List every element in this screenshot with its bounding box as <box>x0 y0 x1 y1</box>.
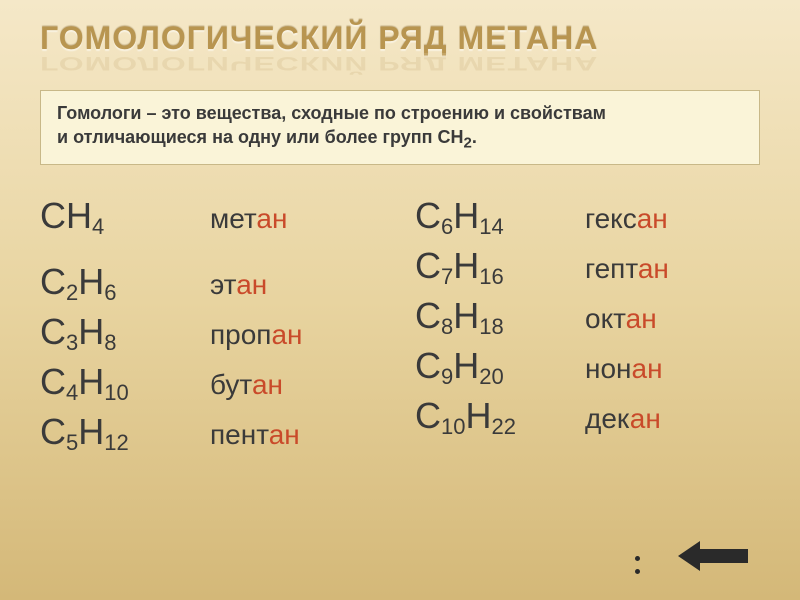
compound-name: декан <box>585 403 661 435</box>
formula: С4Н10 <box>40 361 210 403</box>
compound-name: метан <box>210 203 287 235</box>
formula: С6Н14 <box>415 195 585 237</box>
formula: С9Н20 <box>415 345 585 387</box>
formula: С8Н18 <box>415 295 585 337</box>
name-root: эт <box>210 269 236 300</box>
name-suffix: ан <box>626 303 657 334</box>
compound-name: гексан <box>585 203 668 235</box>
right-column: С6Н14гексанС7Н16гептанС8Н18октанС9Н20нон… <box>415 195 760 461</box>
compound-row: С2Н6этан <box>40 261 385 303</box>
compound-name: пентан <box>210 419 300 451</box>
name-suffix: ан <box>236 269 267 300</box>
compound-row: С4Н10бутан <box>40 361 385 403</box>
name-suffix: ан <box>269 419 300 450</box>
name-root: нон <box>585 353 632 384</box>
name-root: окт <box>585 303 626 334</box>
compound-name: нонан <box>585 353 663 385</box>
definition-line2-prefix: и отличающиеся на одну или более групп С… <box>57 127 463 147</box>
name-suffix: ан <box>638 253 669 284</box>
compound-name: гептан <box>585 253 669 285</box>
compound-row: С5Н12пентан <box>40 411 385 453</box>
name-suffix: ан <box>271 319 302 350</box>
name-suffix: ан <box>256 203 287 234</box>
formula: СН4 <box>40 195 210 237</box>
compound-row: С8Н18октан <box>415 295 760 337</box>
dot <box>635 569 640 574</box>
compound-columns: СН4метанС2Н6этанС3Н8пропанС4Н10бутанС5Н1… <box>40 195 760 461</box>
left-column: СН4метанС2Н6этанС3Н8пропанС4Н10бутанС5Н1… <box>40 195 385 461</box>
compound-row: С3Н8пропан <box>40 311 385 353</box>
dot <box>635 556 640 561</box>
compound-row: С9Н20нонан <box>415 345 760 387</box>
name-root: гепт <box>585 253 638 284</box>
name-root: гекс <box>585 203 637 234</box>
name-root: бут <box>210 369 252 400</box>
definition-sub: 2 <box>463 135 471 152</box>
name-root: мет <box>210 203 256 234</box>
compound-row: С7Н16гептан <box>415 245 760 287</box>
formula: С10Н22 <box>415 395 585 437</box>
name-root: пент <box>210 419 269 450</box>
name-root: проп <box>210 319 271 350</box>
compound-row: СН4метан <box>40 195 385 237</box>
pager-dots <box>635 556 640 574</box>
compound-name: бутан <box>210 369 283 401</box>
formula: С2Н6 <box>40 261 210 303</box>
definition-line2-suffix: . <box>472 127 477 147</box>
name-suffix: ан <box>630 403 661 434</box>
name-suffix: ан <box>252 369 283 400</box>
compound-name: пропан <box>210 319 303 351</box>
definition-line1: Гомологи – это вещества, сходные по стро… <box>57 103 606 123</box>
formula: С7Н16 <box>415 245 585 287</box>
slide: ГОМОЛОГИЧЕСКИЙ РЯД МЕТАНА ГОМОЛОГИЧЕСКИЙ… <box>0 0 800 600</box>
formula: С5Н12 <box>40 411 210 453</box>
name-root: дек <box>585 403 630 434</box>
name-suffix: ан <box>637 203 668 234</box>
formula: С3Н8 <box>40 311 210 353</box>
back-arrow[interactable] <box>678 539 750 578</box>
definition-box: Гомологи – это вещества, сходные по стро… <box>40 90 760 165</box>
compound-row: С10Н22декан <box>415 395 760 437</box>
compound-name: октан <box>585 303 657 335</box>
slide-title-reflection: ГОМОЛОГИЧЕСКИЙ РЯД МЕТАНА <box>40 52 760 74</box>
compound-name: этан <box>210 269 267 301</box>
compound-row: С6Н14гексан <box>415 195 760 237</box>
name-suffix: ан <box>632 353 663 384</box>
